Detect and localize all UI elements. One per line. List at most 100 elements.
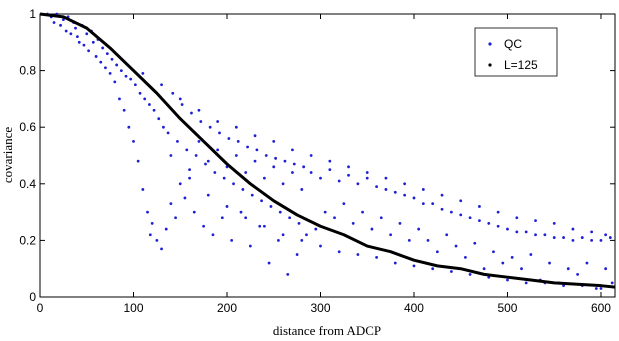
qc-point [202, 224, 206, 228]
qc-point [77, 40, 81, 44]
qc-point [323, 210, 327, 214]
qc-point [146, 210, 149, 214]
qc-point [566, 267, 570, 271]
qc-point [119, 69, 123, 72]
qc-point [190, 111, 193, 115]
qc-point [417, 227, 421, 231]
qc-point [288, 216, 292, 220]
qc-point [283, 159, 287, 163]
qc-point [136, 159, 140, 163]
x-axis-ticks: 0 100 200 300 400 500 600 [37, 14, 611, 315]
qc-point [59, 23, 62, 27]
qc-point [147, 103, 151, 106]
qc-point [260, 199, 263, 203]
qc-point [524, 281, 528, 285]
qc-point [216, 120, 220, 123]
qc-point [211, 233, 215, 237]
qc-point [347, 165, 350, 169]
qc-point [244, 216, 248, 220]
qc-point [227, 137, 231, 140]
qc-point [239, 210, 243, 214]
qc-point [216, 148, 220, 152]
qc-point [604, 267, 608, 271]
qc-point [225, 205, 229, 208]
qc-point [143, 97, 147, 101]
qc-point [157, 117, 161, 121]
qc-point [277, 239, 280, 242]
qc-point [206, 159, 210, 163]
qc-point [468, 272, 472, 276]
qc-point [440, 207, 444, 211]
y-tick-label: 0.8 [19, 64, 36, 78]
qc-point [122, 108, 126, 112]
qc-point [118, 97, 121, 101]
y-tick-label: 1 [29, 7, 36, 21]
qc-point [178, 182, 182, 186]
y-tick-label: 0 [29, 290, 36, 304]
qc-point [297, 222, 301, 225]
qc-point [160, 247, 163, 251]
y-tick-label: 0.2 [19, 233, 36, 247]
qc-point [188, 168, 191, 172]
qc-point [515, 216, 519, 220]
qc-point [300, 239, 304, 242]
qc-point [194, 154, 198, 157]
qc-point [328, 159, 332, 163]
qc-scatter-series [46, 12, 614, 290]
qc-point [478, 205, 481, 208]
qc-point [590, 230, 594, 234]
qc-point [180, 103, 184, 106]
qc-point [478, 219, 481, 222]
qc-point [319, 176, 322, 180]
qc-point [269, 205, 273, 208]
qc-point [113, 80, 117, 84]
x-tick-label: 500 [497, 301, 517, 315]
x-axis-title: distance from ADCP [273, 323, 381, 338]
qc-point [333, 216, 336, 220]
qc-point [291, 171, 294, 174]
qc-point [319, 244, 322, 248]
qc-point [473, 241, 477, 245]
qc-point [393, 261, 397, 265]
qc-point [431, 267, 435, 271]
l125-curve [39, 12, 616, 289]
qc-point [604, 233, 608, 237]
qc-point [171, 91, 175, 95]
qc-point [164, 227, 168, 231]
qc-point [150, 222, 154, 225]
legend-l125-label: L=125 [504, 58, 538, 72]
qc-point [412, 264, 416, 268]
qc-point [337, 179, 341, 183]
qc-point [286, 272, 290, 276]
x-tick-label: 0 [37, 301, 44, 315]
qc-point [133, 83, 137, 87]
qc-point [552, 236, 556, 239]
qc-point [534, 219, 537, 222]
qc-point [361, 210, 364, 214]
y-axis-ticks: 0 0.2 0.4 0.6 0.8 1 [19, 7, 615, 304]
qc-point [91, 40, 95, 44]
qc-point [487, 222, 491, 225]
qc-point [599, 287, 603, 290]
qc-point [384, 188, 388, 191]
qc-point [403, 182, 407, 186]
qc-point [124, 74, 128, 78]
qc-point [255, 148, 259, 152]
qc-point [127, 125, 131, 129]
qc-point [61, 18, 65, 22]
qc-point [510, 255, 514, 259]
qc-point [571, 239, 575, 242]
qc-point [384, 176, 388, 180]
qc-point [253, 159, 257, 163]
qc-point [496, 210, 500, 214]
qc-point [435, 250, 439, 254]
legend-box [474, 27, 558, 77]
qc-point [529, 253, 533, 256]
qc-point [250, 193, 254, 197]
qc-point [236, 139, 240, 143]
qc-point [82, 43, 86, 47]
qc-point [272, 165, 276, 169]
y-tick-label: 0.4 [19, 177, 36, 191]
qc-point [155, 239, 159, 242]
qc-point [580, 236, 584, 239]
